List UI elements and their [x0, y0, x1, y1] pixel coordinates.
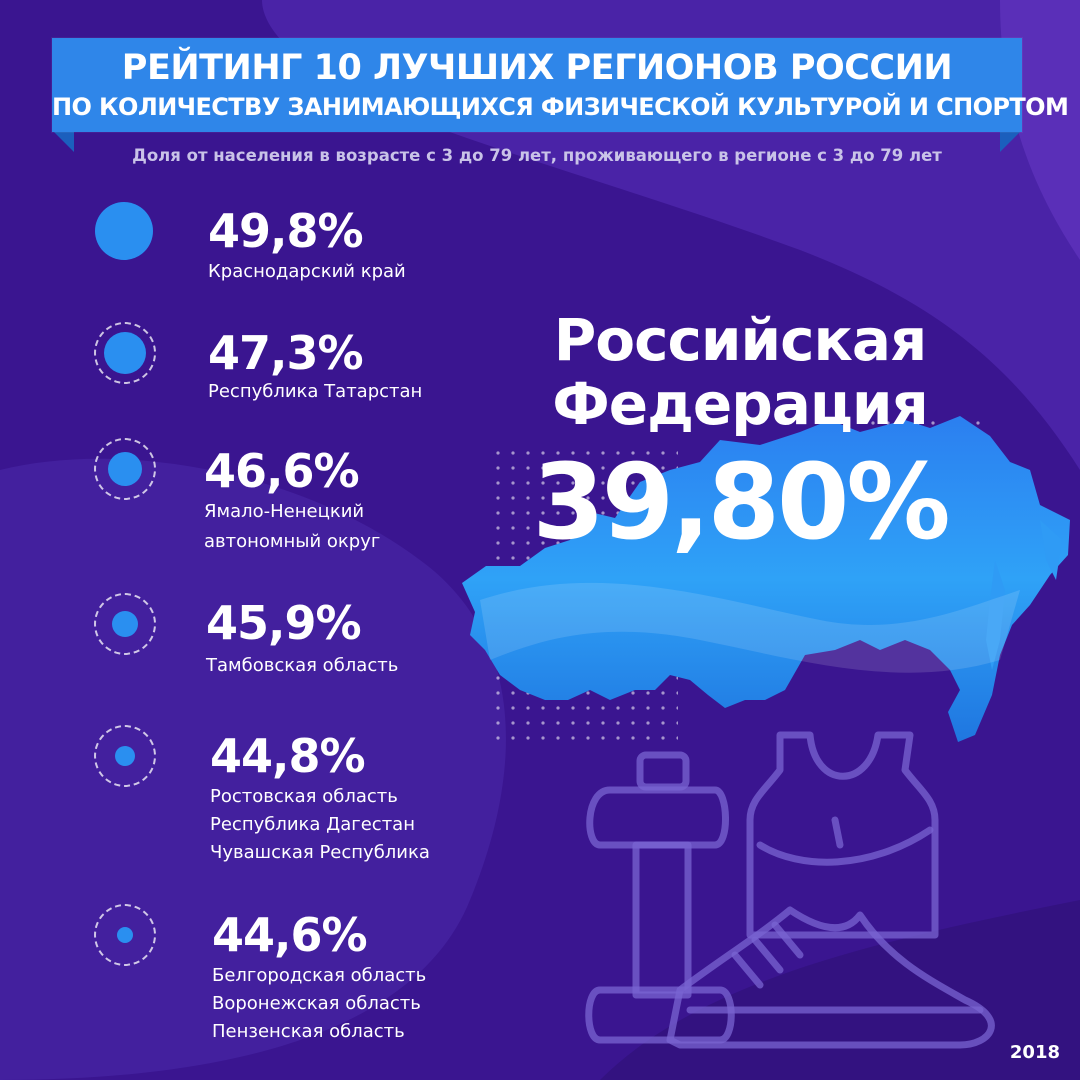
rank-region-5-line1: Ростовская область [210, 786, 398, 807]
rank-region-5-line3: Чувашская Республика [210, 842, 430, 863]
rank-value-3: 46,6% [204, 444, 360, 498]
rank-value-2: 47,3% [208, 326, 364, 380]
rank-region-6-line2: Воронежская область [212, 993, 421, 1014]
rank-marker-6 [94, 904, 156, 966]
page-title: РЕЙТИНГ 10 ЛУЧШИХ РЕГИОНОВ РОССИИ [121, 48, 953, 88]
banner-fold-left [52, 130, 74, 152]
map-wave [480, 582, 1020, 673]
rank-ring-5 [94, 725, 156, 787]
rank-dot-3 [108, 452, 142, 486]
rank-value-1: 49,8% [208, 204, 364, 258]
sakhalin [986, 560, 1005, 670]
title-banner [52, 38, 1022, 132]
page-subtitle: Доля от населения в возрасте с 3 до 79 л… [132, 146, 942, 165]
rank-marker-5 [94, 725, 156, 787]
rank-region-2: Республика Татарстан [208, 381, 423, 402]
rank-dot-1 [95, 202, 153, 260]
rank-dot-2 [104, 332, 146, 374]
sport-tank-top-icon [746, 731, 939, 939]
banner-fold-right [1000, 130, 1022, 152]
federation-title-line2: Федерация [552, 370, 929, 438]
rank-marker-3 [94, 438, 156, 500]
year-label: 2018 [1009, 1042, 1060, 1063]
rank-ring-4 [94, 593, 156, 655]
rank-ring-2 [94, 322, 156, 384]
rank-region-6-line1: Белгородская область [212, 965, 427, 986]
rank-region-4: Тамбовская область [206, 655, 399, 676]
page-title-line2: ПО КОЛИЧЕСТВУ ЗАНИМАЮЩИХСЯ ФИЗИЧЕСКОЙ КУ… [52, 93, 1069, 121]
dumbbell-icon [585, 751, 735, 1044]
kamchatka [1040, 520, 1062, 580]
federation-value: 39,80% [532, 441, 950, 563]
rank-ring-6 [94, 904, 156, 966]
sneaker-icon [666, 906, 995, 1049]
rank-value-6: 44,6% [212, 908, 368, 962]
federation-title-line1: Российская [553, 306, 928, 374]
rank-value-4: 45,9% [206, 596, 362, 650]
rank-dot-4 [112, 611, 138, 637]
rank-region-3-line1: Ямало-Ненецкий [204, 501, 365, 522]
russia-map [462, 416, 1070, 742]
rank-region-1: Краснодарский край [208, 261, 406, 282]
sports-icons [585, 731, 995, 1049]
rank-value-5: 44,8% [210, 729, 366, 783]
rank-marker-2 [94, 322, 156, 384]
rank-ring-3 [94, 438, 156, 500]
rank-marker-1 [93, 200, 155, 262]
rank-dot-5 [115, 746, 135, 766]
federation-title: Российская Федерация [520, 308, 960, 436]
rank-region-6-line3: Пензенская область [212, 1021, 405, 1042]
rank-marker-4 [94, 593, 156, 655]
rank-region-3-line2: автономный округ [204, 531, 381, 552]
rank-region-5-line2: Республика Дагестан [210, 814, 415, 835]
rank-dot-6 [117, 927, 133, 943]
